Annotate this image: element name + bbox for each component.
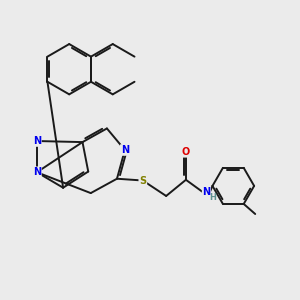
Text: O: O: [182, 147, 190, 157]
Text: N: N: [202, 188, 210, 197]
Text: N: N: [121, 145, 129, 155]
Text: H: H: [209, 193, 216, 202]
Text: N: N: [33, 136, 41, 146]
Text: N: N: [33, 167, 41, 177]
Text: S: S: [139, 176, 146, 185]
